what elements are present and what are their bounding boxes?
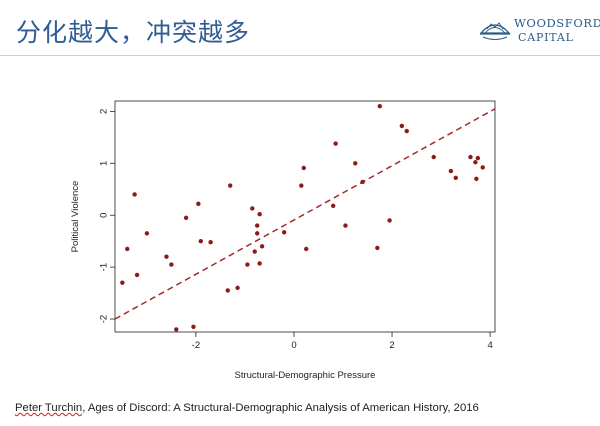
data-point [191, 324, 196, 330]
y-tick-label: 2 [98, 109, 109, 114]
data-point [304, 246, 309, 252]
slide-title: 分化越大，冲突越多 [16, 18, 251, 47]
x-tick-label: -2 [192, 340, 200, 351]
data-point [125, 246, 130, 252]
citation-author: Peter Turchin [15, 402, 83, 414]
logo-wordmark-line2: CAPITAL [518, 31, 574, 44]
data-point [257, 261, 262, 266]
data-point [375, 245, 380, 251]
data-point [333, 141, 338, 146]
trend-line [114, 108, 496, 320]
data-point [343, 223, 348, 228]
x-tick-label: 2 [389, 340, 394, 351]
data-point [387, 218, 392, 223]
data-point [299, 183, 304, 188]
data-point [132, 192, 137, 197]
y-axis-label: Political Violence [70, 181, 81, 253]
data-point [198, 238, 204, 244]
logo-wordmark-line1: WOODSFORD [514, 16, 600, 30]
data-point [473, 160, 478, 165]
data-point [169, 262, 174, 267]
data-point [183, 215, 189, 220]
data-point [330, 203, 336, 209]
data-point [431, 154, 436, 160]
data-point [164, 254, 169, 259]
data-point [250, 206, 255, 211]
data-point [399, 123, 405, 129]
data-point [377, 103, 382, 109]
y-tick-label: 1 [98, 161, 109, 166]
data-point [257, 211, 262, 217]
x-axis: -2 0 2 4 [192, 332, 493, 351]
y-tick-label: -2 [98, 315, 109, 323]
data-point [353, 161, 358, 166]
header-divider [0, 55, 600, 56]
data-point [301, 165, 306, 171]
y-tick-label: -1 [98, 263, 109, 271]
data-point [254, 223, 260, 228]
data-point [448, 168, 454, 174]
data-point [235, 285, 240, 291]
data-point [453, 175, 458, 181]
logo-emblem-icon [479, 22, 511, 40]
x-tick-label: 4 [487, 340, 492, 351]
data-point [468, 154, 473, 160]
data-point [360, 179, 365, 185]
source-citation: Peter Turchin, Ages of Discord: A Struct… [15, 402, 479, 414]
company-logo: WOODSFORD CAPITAL [478, 14, 600, 50]
plot-frame [114, 100, 496, 333]
data-point [174, 327, 179, 332]
data-point [281, 230, 287, 235]
data-point [144, 231, 150, 236]
data-point [225, 288, 230, 293]
data-point [259, 244, 265, 249]
data-point [480, 165, 485, 170]
data-point [404, 128, 409, 134]
y-tick-label: 0 [98, 213, 109, 218]
x-axis-label: Structural-Demographic Pressure [235, 370, 376, 381]
data-point [254, 231, 260, 236]
y-axis: -2 -1 0 1 2 [98, 109, 115, 323]
data-point [196, 201, 201, 206]
data-point [134, 272, 140, 278]
data-point [228, 183, 233, 188]
data-point [245, 262, 250, 267]
data-points [120, 103, 485, 332]
citation-text: , Ages of Discord: A Structural-Demograp… [82, 402, 479, 414]
data-point [120, 280, 125, 285]
x-tick-label: 0 [291, 340, 296, 351]
data-point [474, 176, 479, 182]
data-point [475, 155, 481, 161]
data-point [252, 249, 257, 254]
data-point [208, 239, 213, 245]
